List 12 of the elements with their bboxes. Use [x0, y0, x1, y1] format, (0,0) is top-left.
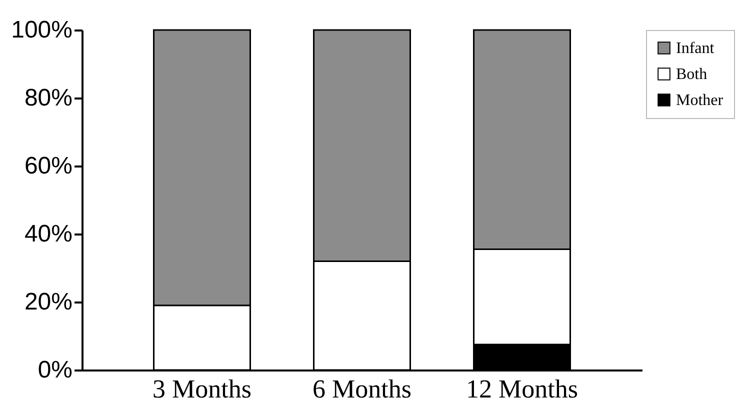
y-tick-label: 80% — [24, 84, 72, 112]
x-tick-label: 12 Months — [466, 374, 578, 404]
y-tick-label: 100% — [11, 16, 72, 44]
legend-label: Mother — [676, 92, 724, 109]
legend-label: Both — [676, 66, 708, 83]
y-tick-label: 0% — [38, 356, 72, 384]
y-tick-label: 60% — [24, 152, 72, 180]
y-tick-label: 40% — [24, 220, 72, 248]
y-tick-label: 20% — [24, 288, 72, 316]
x-tick-label: 3 Months — [152, 374, 252, 404]
legend-label: Infant — [676, 40, 715, 57]
x-tick-label: 6 Months — [312, 374, 412, 404]
